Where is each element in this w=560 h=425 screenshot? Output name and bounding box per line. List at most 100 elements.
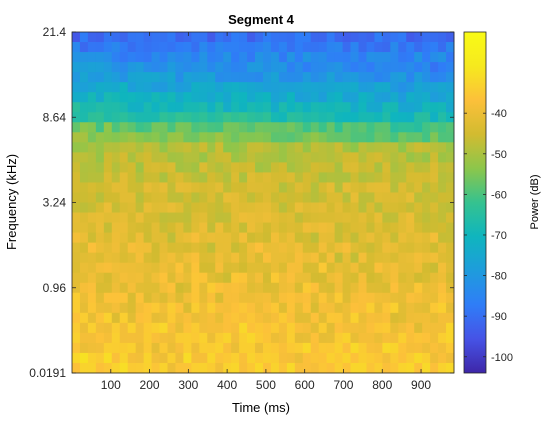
heatmap-cell: [135, 272, 145, 284]
heatmap-cell: [366, 92, 375, 103]
heatmap-cell: [135, 262, 145, 274]
heatmap-cell: [151, 282, 160, 294]
heatmap-cell: [79, 42, 89, 53]
heatmap-cell: [326, 162, 336, 173]
heatmap-cell: [263, 192, 272, 203]
heatmap-cell: [72, 142, 81, 153]
heatmap-cell: [374, 172, 383, 183]
heatmap-cell: [239, 152, 248, 163]
heatmap-cell: [103, 152, 113, 163]
heatmap-cell: [446, 222, 455, 233]
heatmap-cell: [199, 112, 208, 123]
heatmap-cell: [270, 72, 280, 83]
heatmap-cell: [358, 312, 367, 324]
heatmap-cell: [390, 322, 399, 334]
heatmap-cell: [406, 272, 415, 284]
heatmap-cell: [87, 222, 97, 233]
heatmap-cell: [215, 32, 224, 43]
heatmap-cell: [310, 102, 320, 113]
heatmap-cell: [350, 232, 359, 244]
heatmap-cell: [79, 212, 89, 223]
heatmap-cell: [143, 132, 152, 143]
heatmap-cell: [422, 222, 431, 233]
heatmap-cell: [215, 322, 224, 334]
heatmap-cell: [247, 322, 256, 334]
heatmap-cell: [438, 342, 447, 354]
heatmap-cell: [95, 212, 105, 223]
heatmap-cell: [302, 92, 312, 103]
heatmap-cell: [270, 122, 280, 133]
heatmap-cell: [127, 342, 137, 354]
heatmap-cell: [270, 82, 280, 93]
heatmap-cell: [87, 252, 97, 264]
heatmap-cell: [191, 132, 200, 143]
heatmap-cell: [215, 122, 224, 133]
heatmap-cell: [334, 142, 343, 153]
heatmap-cell: [374, 232, 383, 244]
heatmap-cell: [199, 92, 208, 103]
heatmap-cell: [95, 102, 105, 113]
heatmap-cell: [223, 252, 232, 264]
heatmap-cell: [207, 172, 216, 183]
heatmap-cell: [398, 242, 407, 254]
heatmap-cell: [286, 62, 296, 73]
heatmap-cell: [334, 162, 343, 173]
heatmap-cell: [263, 232, 272, 244]
heatmap-cell: [127, 262, 137, 274]
heatmap-cell: [302, 82, 312, 93]
heatmap-cell: [302, 262, 312, 274]
heatmap-cell: [334, 152, 343, 163]
heatmap-cell: [302, 292, 312, 304]
x-tick-label: 600: [295, 378, 315, 392]
heatmap-cell: [446, 72, 455, 83]
heatmap-cell: [135, 192, 145, 203]
heatmap-cell: [95, 162, 105, 173]
heatmap-cell: [374, 112, 383, 123]
heatmap-cell: [430, 132, 439, 143]
heatmap-cell: [318, 82, 328, 93]
heatmap-cell: [446, 32, 455, 43]
heatmap-cell: [270, 142, 280, 153]
heatmap-cell: [231, 292, 240, 304]
heatmap-cell: [239, 282, 248, 294]
heatmap-cell: [111, 182, 121, 193]
heatmap-cell: [119, 72, 129, 83]
heatmap-cell: [79, 132, 89, 143]
heatmap-cell: [406, 142, 415, 153]
heatmap-cell: [294, 312, 304, 324]
heatmap-cell: [350, 52, 359, 63]
heatmap-cell: [422, 342, 431, 354]
heatmap-cell: [350, 292, 359, 304]
heatmap-cell: [390, 42, 399, 53]
heatmap-cell: [175, 242, 184, 254]
heatmap-cell: [255, 222, 264, 233]
heatmap-cell: [151, 52, 160, 63]
heatmap-cell: [294, 72, 304, 83]
heatmap-cell: [247, 252, 256, 264]
heatmap-cell: [175, 352, 184, 364]
heatmap-cell: [207, 282, 216, 294]
heatmap-cell: [438, 172, 447, 183]
heatmap-cell: [390, 72, 399, 83]
heatmap-cell: [382, 302, 391, 314]
heatmap-cell: [72, 302, 81, 314]
heatmap-cell: [135, 102, 145, 113]
heatmap-cell: [159, 162, 168, 173]
heatmap-cell: [263, 82, 272, 93]
heatmap-cell: [167, 352, 176, 364]
heatmap-cell: [72, 132, 81, 143]
heatmap-cell: [390, 292, 399, 304]
heatmap-cell: [135, 242, 145, 254]
heatmap-cell: [215, 292, 224, 304]
heatmap-cell: [438, 362, 447, 374]
heatmap-cell: [183, 122, 192, 133]
heatmap-cell: [167, 152, 176, 163]
heatmap-cell: [398, 132, 407, 143]
colorbar-tick-label: -100: [491, 352, 513, 364]
heatmap-cell: [135, 82, 145, 93]
heatmap-cell: [302, 152, 312, 163]
heatmap-cell: [215, 212, 224, 223]
heatmap-cell: [358, 62, 367, 73]
heatmap-cell: [422, 112, 431, 123]
heatmap-cell: [151, 322, 160, 334]
